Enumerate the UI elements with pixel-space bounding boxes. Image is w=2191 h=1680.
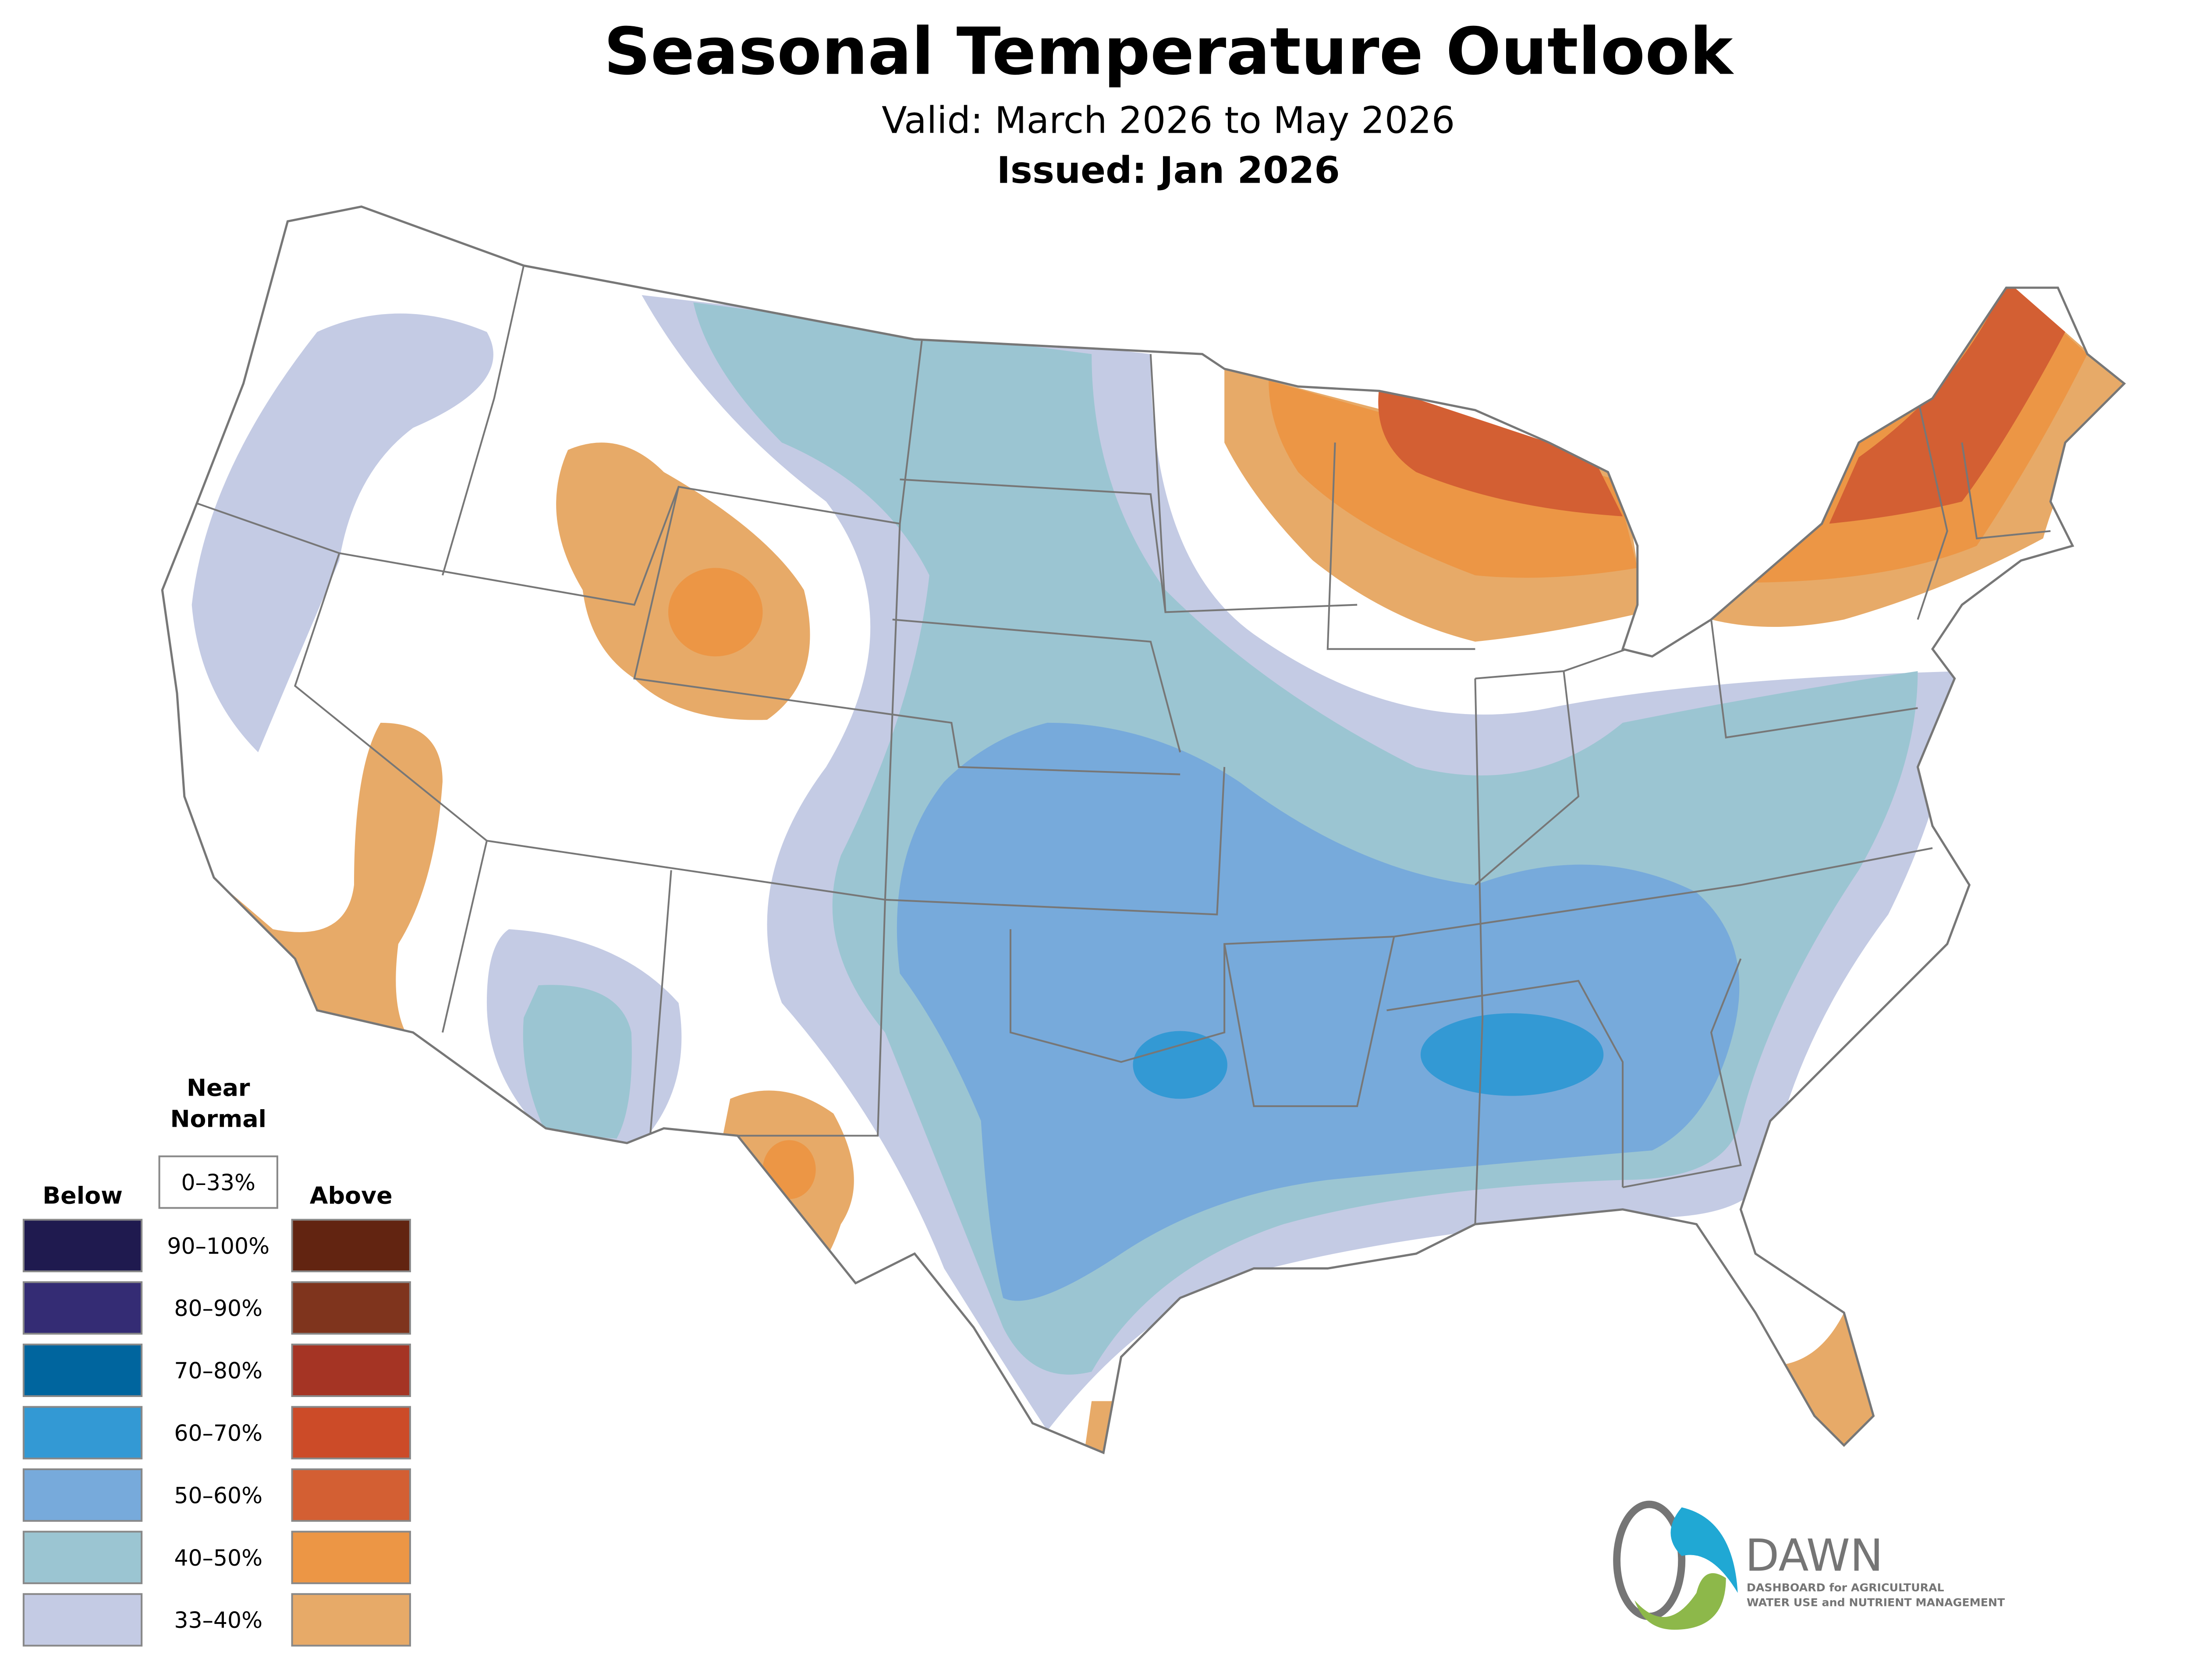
legend-near-normal-range: 0–33% [181,1170,255,1195]
dawn-logo: DAWN DASHBOARD for AGRICULTURAL WATER US… [1613,1500,2005,1630]
valid-period: Valid: March 2026 to May 2026 [882,99,1455,141]
above-50-60-region-great-lakes [1378,386,1623,516]
issued-date: Issued: Jan 2026 [997,149,1340,192]
legend-range-label: 90–100% [167,1233,269,1259]
logo-name: DAWN [1745,1530,1883,1581]
below-40-50-region-southwest [523,985,632,1139]
above-50-60-region-northeast [1829,280,2066,524]
legend-near-normal-line2: Normal [170,1105,266,1132]
legend-above-label: Above [310,1181,393,1209]
logo-gray-drop [1613,1500,1686,1620]
legend-range-label: 50–60% [174,1482,262,1508]
logo-tagline-line2: WATER USE and NUTRIENT MANAGEMENT [1747,1596,2005,1609]
legend-range-label: 33–40% [174,1607,262,1633]
legend-above-swatch [291,1219,411,1273]
below-60-70-region-alabama [1420,1013,1604,1096]
legend-range-label: 40–50% [174,1545,262,1571]
legend: Near Normal 0–33% Below Above 90–100% 80–… [22,1074,411,1647]
us-outline [161,205,2126,1454]
logo-blue-drop [1670,1507,1738,1593]
legend-range-label: 80–90% [174,1295,262,1321]
legend-above-swatch [291,1281,411,1335]
below-33-40-region-northwest [191,313,493,753]
logo-tagline-line1: DASHBOARD for AGRICULTURAL [1747,1581,1944,1594]
legend-below-swatch [22,1406,143,1460]
page-title: Seasonal Temperature Outlook [604,14,1734,89]
above-40-50-region-texas [762,1140,816,1199]
legend-below-swatch [22,1468,143,1522]
legend-below-swatch [22,1219,143,1273]
legend-below-swatch [22,1593,143,1647]
legend-below-label: Below [43,1181,123,1209]
legend-below-swatch [22,1531,143,1585]
legend-above-swatch [291,1344,411,1397]
legend-near-normal-swatch [158,1155,278,1209]
below-50-60-region [897,722,1740,1301]
logo-green-leaf [1634,1573,1726,1630]
legend-above-swatch [291,1468,411,1522]
state-boundaries [191,265,2051,1224]
legend-below-swatch [22,1281,143,1335]
legend-above-swatch [291,1406,411,1460]
legend-near-normal-line1: Near [187,1074,250,1102]
above-40-50-region-wyoming [668,568,763,657]
below-60-70-region-oklahoma [1133,1031,1227,1099]
legend-below-swatch [22,1344,143,1397]
legend-range-label: 70–80% [174,1358,262,1384]
legend-above-swatch [291,1593,411,1647]
legend-range-label: 60–70% [174,1420,262,1446]
legend-above-swatch [291,1531,411,1585]
